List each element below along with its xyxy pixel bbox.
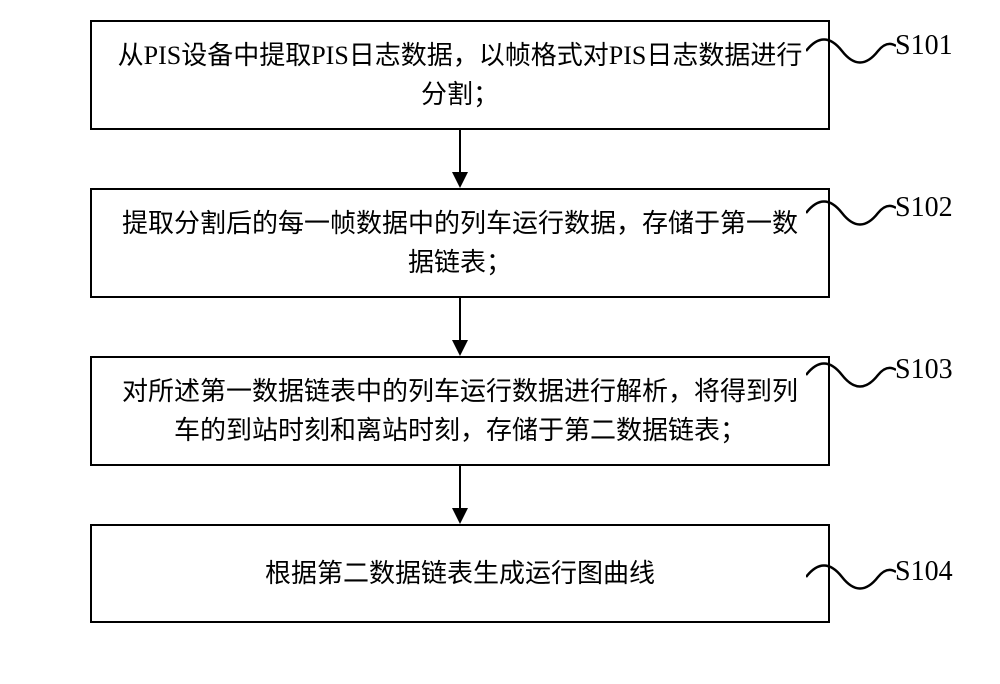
squiggle-connector [806, 356, 896, 394]
arrow-icon [448, 130, 472, 188]
label-text: S104 [895, 556, 953, 587]
step-box-s104: 根据第二数据链表生成运行图曲线 [90, 524, 830, 623]
squiggle-connector [806, 194, 896, 232]
step-text: 从PIS设备中提取PIS日志数据，以帧格式对PIS日志数据进行分割； [118, 41, 803, 109]
label-text: S102 [895, 192, 953, 223]
step-label-s102: S102 [895, 192, 953, 224]
step-box-s102: 提取分割后的每一帧数据中的列车运行数据，存储于第一数据链表； [90, 188, 830, 298]
flowchart-container: 从PIS设备中提取PIS日志数据，以帧格式对PIS日志数据进行分割； 提取分割后… [60, 20, 860, 623]
step-text: 根据第二数据链表生成运行图曲线 [265, 559, 655, 588]
step-label-s104: S104 [895, 556, 953, 588]
step-text: 提取分割后的每一帧数据中的列车运行数据，存储于第一数据链表； [122, 209, 798, 277]
step-label-s101: S101 [895, 30, 953, 62]
arrow-s103-s104 [448, 466, 472, 524]
step-box-s101: 从PIS设备中提取PIS日志数据，以帧格式对PIS日志数据进行分割； [90, 20, 830, 130]
label-text: S101 [895, 30, 953, 61]
arrow-icon [448, 298, 472, 356]
squiggle-connector [806, 32, 896, 70]
step-text: 对所述第一数据链表中的列车运行数据进行解析，将得到列车的到站时刻和离站时刻，存储… [122, 377, 798, 445]
step-label-s103: S103 [895, 354, 953, 386]
squiggle-connector [806, 558, 896, 596]
arrow-s102-s103 [448, 298, 472, 356]
step-box-s103: 对所述第一数据链表中的列车运行数据进行解析，将得到列车的到站时刻和离站时刻，存储… [90, 356, 830, 466]
arrow-icon [448, 466, 472, 524]
arrow-s101-s102 [448, 130, 472, 188]
label-text: S103 [895, 354, 953, 385]
